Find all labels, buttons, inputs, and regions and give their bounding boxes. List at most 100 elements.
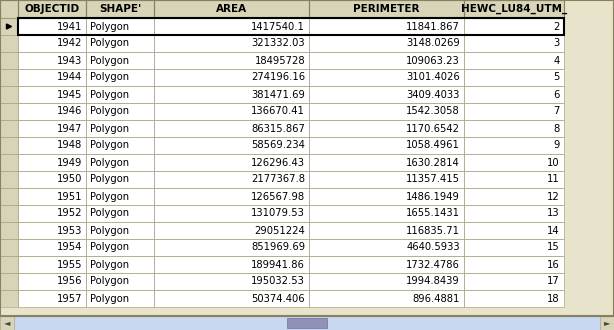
Text: 13: 13	[547, 209, 560, 218]
Bar	[154, 69, 309, 86]
Bar	[86, 222, 154, 239]
Text: 18: 18	[547, 293, 560, 304]
Bar	[309, 103, 464, 120]
Bar	[18, 222, 86, 239]
Bar	[0, 137, 18, 154]
Bar	[86, 120, 154, 137]
Text: 116835.71: 116835.71	[406, 225, 460, 236]
Bar	[464, 137, 564, 154]
Bar	[0, 52, 18, 69]
Bar	[18, 0, 564, 18]
Text: 16: 16	[547, 259, 560, 270]
Bar	[309, 205, 464, 222]
Bar	[86, 290, 154, 307]
Bar	[18, 120, 86, 137]
Bar	[154, 290, 309, 307]
Bar	[464, 86, 564, 103]
Bar	[154, 35, 309, 52]
Bar	[464, 256, 564, 273]
Bar	[86, 52, 154, 69]
Bar	[287, 318, 327, 328]
Bar	[154, 273, 309, 290]
Bar	[309, 256, 464, 273]
Text: 1058.4961: 1058.4961	[406, 141, 460, 150]
Bar	[86, 69, 154, 86]
Bar	[154, 120, 309, 137]
Bar	[464, 205, 564, 222]
Bar	[18, 171, 86, 188]
Text: Polygon: Polygon	[90, 157, 129, 168]
Bar	[0, 188, 18, 205]
Bar	[0, 86, 18, 103]
Bar	[309, 137, 464, 154]
Text: 1950: 1950	[56, 175, 82, 184]
Text: 18495728: 18495728	[254, 55, 305, 65]
Bar	[18, 239, 86, 256]
Bar	[154, 69, 309, 86]
Bar	[18, 0, 86, 18]
Text: 274196.16: 274196.16	[251, 73, 305, 82]
Bar	[464, 273, 564, 290]
Bar	[86, 290, 154, 307]
Text: 2177367.8: 2177367.8	[251, 175, 305, 184]
Text: 1170.6542: 1170.6542	[406, 123, 460, 134]
Bar	[154, 137, 309, 154]
Text: 126296.43: 126296.43	[251, 157, 305, 168]
Bar	[309, 18, 464, 35]
Bar	[154, 171, 309, 188]
Bar	[154, 222, 309, 239]
Bar	[18, 188, 86, 205]
Text: 29051224: 29051224	[254, 225, 305, 236]
Bar	[0, 18, 18, 35]
Text: 126567.98: 126567.98	[251, 191, 305, 202]
Bar	[18, 205, 86, 222]
Text: 1953: 1953	[56, 225, 82, 236]
Bar	[464, 256, 564, 273]
Bar	[309, 52, 464, 69]
Text: 1955: 1955	[56, 259, 82, 270]
Text: 4: 4	[554, 55, 560, 65]
Bar	[86, 222, 154, 239]
Bar	[0, 35, 18, 52]
Bar	[86, 35, 154, 52]
Bar	[309, 205, 464, 222]
Bar	[86, 18, 154, 35]
Text: 1946: 1946	[56, 107, 82, 116]
Bar	[86, 103, 154, 120]
Text: PERIMETER: PERIMETER	[353, 4, 420, 14]
Text: 1655.1431: 1655.1431	[406, 209, 460, 218]
Bar	[18, 35, 86, 52]
Bar	[18, 69, 86, 86]
Bar	[0, 137, 18, 154]
Bar	[0, 171, 18, 188]
Bar	[86, 35, 154, 52]
Bar	[464, 52, 564, 69]
Text: 8: 8	[554, 123, 560, 134]
Bar	[154, 205, 309, 222]
Bar	[154, 256, 309, 273]
Bar	[464, 222, 564, 239]
Bar	[464, 137, 564, 154]
Text: 131079.53: 131079.53	[251, 209, 305, 218]
Bar	[0, 154, 18, 171]
Bar	[18, 103, 86, 120]
Bar	[309, 120, 464, 137]
Text: Polygon: Polygon	[90, 39, 129, 49]
Bar	[86, 154, 154, 171]
Text: 1954: 1954	[56, 243, 82, 252]
Bar	[0, 205, 18, 222]
Bar	[154, 256, 309, 273]
Bar	[86, 239, 154, 256]
Bar	[464, 239, 564, 256]
Bar	[154, 86, 309, 103]
Bar	[154, 188, 309, 205]
Text: 3148.0269: 3148.0269	[406, 39, 460, 49]
Bar	[309, 35, 464, 52]
Bar	[18, 290, 86, 307]
Text: Polygon: Polygon	[90, 277, 129, 286]
Text: 851969.69: 851969.69	[251, 243, 305, 252]
Bar	[464, 52, 564, 69]
Bar	[464, 120, 564, 137]
Bar	[309, 290, 464, 307]
Text: Polygon: Polygon	[90, 259, 129, 270]
